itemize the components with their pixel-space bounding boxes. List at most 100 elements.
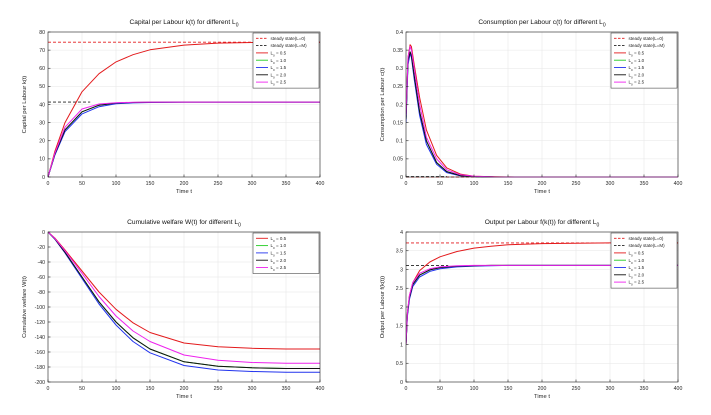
- x-tick-label: 50: [437, 386, 443, 392]
- legend-entry: L0 = 1.5: [271, 65, 287, 72]
- y-tick-label: 2: [400, 305, 403, 311]
- x-tick-label: 350: [282, 386, 291, 392]
- legend-entry: L0 = 1.5: [629, 265, 645, 272]
- legend-entry: L0 = 0.5: [629, 51, 645, 58]
- legend: steady state(L=0) steady state(L=M) L0 = 0…: [610, 232, 678, 289]
- y-axis-label: Capital per Labour k(t): [22, 76, 28, 134]
- y-tick-label: -80: [38, 290, 46, 296]
- y-tick-label: -200: [35, 380, 45, 386]
- y-tick-label: 0.35: [393, 48, 403, 54]
- x-tick-label: 300: [248, 181, 257, 187]
- x-tick-label: 100: [112, 386, 121, 392]
- legend-entry: L0 = 0.5: [271, 236, 287, 243]
- x-tick-label: 250: [214, 386, 223, 392]
- legend-entry: L0 = 1.0: [629, 58, 645, 65]
- legend-entry: steady state(L=0): [629, 36, 664, 41]
- y-tick-label: 0.1: [396, 139, 403, 145]
- x-tick-label: 50: [79, 386, 85, 392]
- x-tick-label: 100: [112, 181, 121, 187]
- series-line-l0-2-5: [48, 231, 320, 364]
- x-tick-label: 0: [47, 386, 50, 392]
- y-tick-label: 0.4: [396, 30, 403, 36]
- series-group: [48, 231, 320, 373]
- chart-title: Capital per Labour k(t) for different L0: [130, 19, 239, 29]
- y-tick-label: 1.5: [396, 324, 403, 330]
- y-tick-label: 0: [400, 380, 403, 386]
- series-line-l0-2-5: [406, 264, 678, 345]
- y-tick-label: -160: [35, 350, 45, 356]
- series-line-l0-2-0: [48, 231, 320, 369]
- x-tick-label: 150: [504, 181, 513, 187]
- y-tick-label: 50: [39, 84, 45, 90]
- legend-entry: L0 = 0.5: [271, 51, 287, 58]
- y-tick-label: 0: [42, 230, 45, 236]
- x-tick-label: 150: [146, 181, 155, 187]
- x-tick-label: 100: [470, 386, 479, 392]
- legend-entry: steady state(L=0): [629, 236, 664, 241]
- x-tick-label: 400: [316, 386, 325, 392]
- y-tick-label: 80: [39, 30, 45, 36]
- chart-title: Consumption per Labour c(t) for differen…: [478, 19, 606, 29]
- y-tick-label: 0.05: [393, 157, 403, 163]
- legend: steady state(L=0) steady state(L=M) L0 = 0…: [252, 32, 320, 89]
- legend-entry: L0 = 2.0: [629, 72, 645, 79]
- y-axis-label: Consumption per Labour c(t): [380, 68, 386, 142]
- y-tick-label: 0.5: [396, 361, 403, 367]
- y-tick-label: 0: [400, 175, 403, 181]
- x-tick-label: 50: [437, 181, 443, 187]
- x-tick-label: 50: [79, 181, 85, 187]
- chart-panel-1: 0 50 100 150 200 250 300 350 400 0 10 20 30 40 50 60 70 8…: [22, 19, 324, 195]
- x-tick-label: 350: [282, 181, 291, 187]
- x-tick-label: 400: [674, 386, 683, 392]
- y-tick-label: 60: [39, 66, 45, 72]
- x-tick-label: 0: [405, 181, 408, 187]
- x-axis-label: Time t: [176, 189, 192, 195]
- x-tick-label: 350: [640, 386, 649, 392]
- chart-panel-3: 0 50 100 150 200 250 300 350 400-200-180-160-140…: [22, 219, 324, 400]
- x-tick-label: 200: [180, 386, 189, 392]
- x-axis-label: Time t: [534, 394, 550, 400]
- x-tick-label: 300: [606, 386, 615, 392]
- x-tick-label: 200: [180, 181, 189, 187]
- y-tick-label: 10: [39, 157, 45, 163]
- legend-entry: L0 = 1.5: [271, 251, 287, 258]
- legend-entry: steady state(L=0): [271, 36, 306, 41]
- chart-panel-2: 0 50 100 150 200 250 300 350 400 0 0.05 0.1 0.15 0.2 0…: [380, 19, 682, 195]
- legend-entry: steady state(L=M): [629, 43, 666, 48]
- y-tick-label: 3.5: [396, 249, 403, 255]
- x-axis-label: Time t: [176, 394, 192, 400]
- y-axis-label: Cumulative welfare W(t): [22, 276, 28, 338]
- legend-entry: L0 = 2.5: [271, 80, 287, 87]
- x-axis-label: Time t: [534, 189, 550, 195]
- legend-entry: L0 = 2.0: [271, 258, 287, 265]
- legend-entry: L0 = 2.0: [629, 272, 645, 279]
- y-tick-label: 2.5: [396, 286, 403, 292]
- y-tick-label: 0.3: [396, 66, 403, 72]
- series-line-l0-2-5: [48, 101, 320, 178]
- legend-entry: L0 = 0.5: [629, 251, 645, 258]
- legend-entry: L0 = 1.0: [271, 58, 287, 65]
- legend-entry: steady state(L=M): [629, 243, 666, 248]
- legend-entry: L0 = 2.5: [629, 80, 645, 87]
- x-tick-label: 400: [316, 181, 325, 187]
- series-line-l0-0-5: [48, 41, 320, 178]
- y-tick-label: -100: [35, 305, 45, 311]
- legend-entry: L0 = 1.5: [629, 65, 645, 72]
- legend-entry: L0 = 1.0: [629, 258, 645, 265]
- y-tick-label: 3: [400, 267, 403, 273]
- legend-entry: L0 = 1.0: [271, 243, 287, 250]
- x-tick-label: 400: [674, 181, 683, 187]
- y-tick-label: 4: [400, 230, 403, 236]
- x-tick-label: 150: [146, 386, 155, 392]
- x-tick-label: 300: [248, 386, 257, 392]
- y-tick-label: -60: [38, 275, 46, 281]
- series-line-l0-0-5: [48, 231, 320, 350]
- x-tick-label: 250: [572, 181, 581, 187]
- y-tick-label: -180: [35, 365, 45, 371]
- x-tick-label: 250: [214, 181, 223, 187]
- x-tick-label: 100: [470, 181, 479, 187]
- y-tick-label: 20: [39, 139, 45, 145]
- y-tick-label: 30: [39, 120, 45, 126]
- y-tick-label: 40: [39, 102, 45, 108]
- legend: steady state(L=0) steady state(L=M) L0 = 0…: [610, 32, 678, 89]
